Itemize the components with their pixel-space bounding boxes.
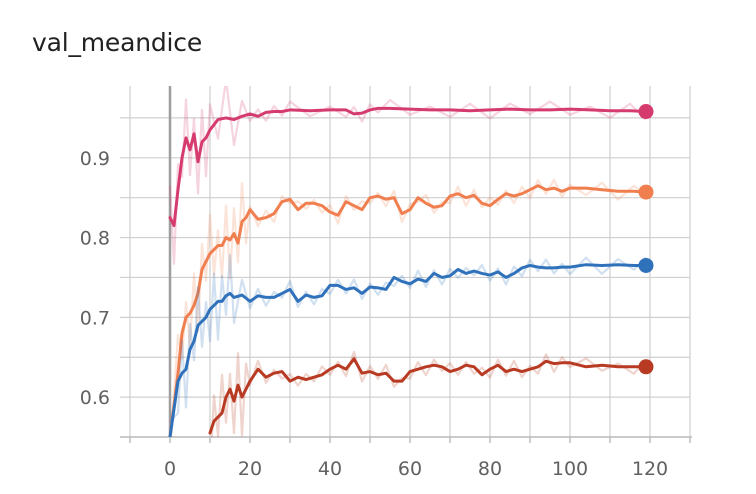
y-tick-label: 0.6 <box>80 387 110 409</box>
grid <box>120 86 691 438</box>
x-tick-label: 120 <box>632 458 668 480</box>
series-2-end-marker <box>638 257 654 273</box>
series-3-end-marker <box>638 359 654 375</box>
x-tick-label: 100 <box>552 458 588 480</box>
series-1-line <box>168 184 648 437</box>
x-tick-label: 40 <box>318 458 342 480</box>
series-2-line <box>168 263 648 437</box>
series-3-raw <box>210 350 647 437</box>
y-tick-label: 0.9 <box>80 148 110 170</box>
x-tick-label: 60 <box>398 458 422 480</box>
series-0-raw <box>168 86 647 265</box>
series-0-end-marker <box>638 104 654 120</box>
series-0-line <box>168 106 648 228</box>
axes <box>120 86 692 443</box>
series-3-line <box>208 357 648 435</box>
tick-labels: 0 20 40 60 80 100 120 0.6 0.7 0.8 0.9 <box>80 148 668 480</box>
x-tick-label: 80 <box>478 458 502 480</box>
series-1-end-marker <box>638 184 654 200</box>
chart-title: val_meandice <box>32 28 202 57</box>
x-tick-label: 20 <box>238 458 262 480</box>
y-tick-label: 0.7 <box>80 307 110 329</box>
y-tick-label: 0.8 <box>80 228 110 250</box>
series-layer <box>168 86 648 437</box>
x-tick-label: 0 <box>164 458 176 480</box>
